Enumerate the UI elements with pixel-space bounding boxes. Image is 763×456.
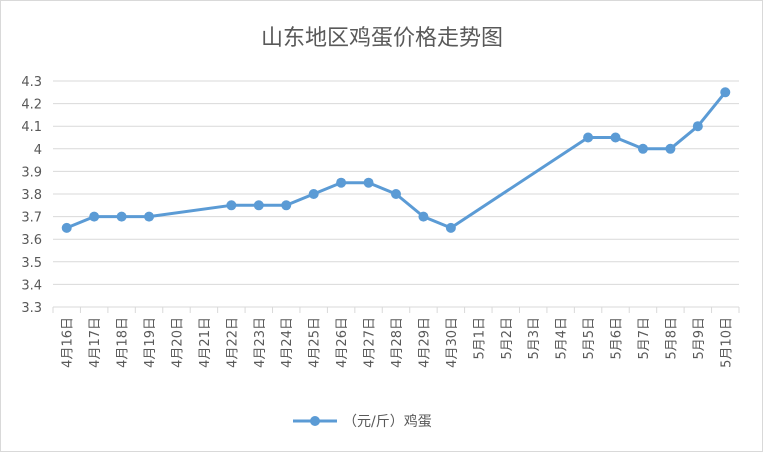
x-tick-label: 4月30日 — [445, 317, 460, 368]
y-tick-label: 4.3 — [21, 75, 42, 90]
y-tick-label: 3.9 — [21, 165, 42, 180]
x-tick-label: 4月26日 — [335, 317, 350, 368]
data-point — [226, 200, 237, 211]
x-tick-label: 4月17日 — [88, 317, 103, 368]
x-tick-label: 4月21日 — [198, 317, 213, 368]
chart-title: 山东地区鸡蛋价格走势图 — [261, 26, 503, 51]
y-axis-ticks: 3.3 3.4 3.5 3.6 3.7 3.8 3.9 4 4.1 4.2 4.3 — [21, 75, 42, 316]
data-point — [89, 211, 100, 222]
data-point — [336, 177, 347, 188]
y-tick-label: 3.7 — [21, 211, 42, 226]
data-point — [637, 143, 648, 154]
x-tick-label: 4月28日 — [390, 317, 405, 368]
x-tick-label: 5月7日 — [637, 317, 652, 360]
data-point — [610, 132, 621, 143]
data-points — [61, 87, 731, 233]
x-tick-label: 5月10日 — [719, 317, 734, 368]
x-tick-label: 4月19日 — [143, 317, 158, 368]
x-tick-label: 4月29日 — [417, 317, 432, 368]
x-axis — [52, 306, 740, 313]
data-point — [692, 121, 703, 132]
data-point — [308, 189, 319, 199]
x-tick-label: 5月2日 — [500, 317, 515, 360]
legend-marker — [310, 416, 320, 426]
series-line — [66, 91, 727, 230]
data-point — [281, 200, 292, 211]
y-tick-label: 3.5 — [21, 256, 42, 271]
x-tick-label: 4月24日 — [280, 317, 295, 368]
x-tick-label: 5月4日 — [555, 317, 570, 360]
data-point — [144, 211, 155, 222]
y-tick-label: 3.6 — [21, 233, 42, 248]
x-tick-label: 4月23日 — [253, 317, 268, 368]
data-point — [253, 200, 264, 211]
data-point — [61, 222, 72, 233]
y-tick-label: 4.1 — [21, 120, 42, 135]
x-tick-label: 4月22日 — [225, 317, 240, 368]
x-axis-ticks: 4月16日 4月17日 4月18日 4月19日 4月20日 4月21日 4月22日 4月23日… — [61, 317, 735, 368]
x-tick-label: 4月25日 — [308, 317, 323, 368]
x-tick-label: 5月1日 — [472, 317, 487, 360]
x-tick-label: 5月5日 — [582, 317, 597, 360]
y-tick-label: 4.2 — [21, 98, 42, 113]
x-tick-label: 5月3日 — [527, 317, 542, 360]
data-point — [665, 143, 676, 154]
x-tick-label: 5月8日 — [664, 317, 679, 360]
x-tick-label: 4月16日 — [61, 317, 76, 368]
data-point — [391, 189, 401, 199]
data-point — [116, 211, 127, 222]
y-tick-label: 3.8 — [21, 188, 42, 203]
x-tick-label: 4月18日 — [116, 317, 131, 368]
y-tick-label: 3.4 — [21, 278, 42, 293]
x-tick-label: 5月9日 — [692, 317, 707, 360]
data-point — [720, 87, 731, 98]
y-tick-label: 4 — [34, 143, 42, 158]
series-lines — [66, 91, 727, 230]
legend-label: （元/斤）鸡蛋 — [343, 413, 432, 430]
data-point — [583, 132, 594, 143]
data-point — [363, 177, 374, 188]
legend: （元/斤）鸡蛋 — [293, 413, 432, 430]
x-tick-label: 4月27日 — [363, 317, 378, 368]
data-point — [418, 211, 429, 222]
x-tick-label: 5月6日 — [610, 317, 625, 360]
y-tick-label: 3.3 — [21, 301, 42, 316]
x-tick-label: 4月20日 — [170, 317, 185, 368]
data-point — [445, 222, 456, 233]
